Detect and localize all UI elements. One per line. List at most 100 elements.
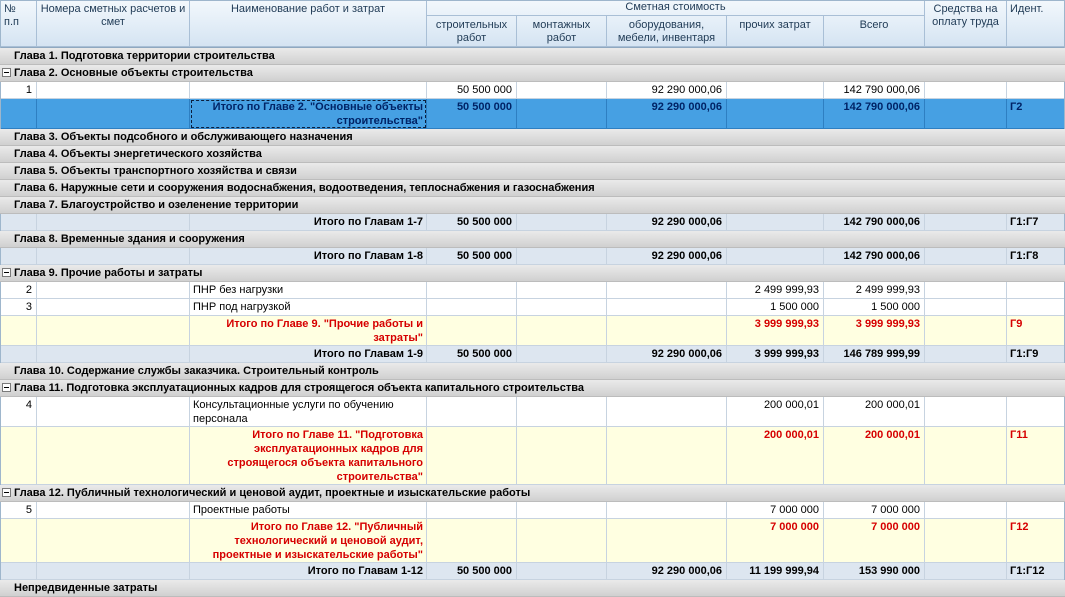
cell-labor[interactable] [925, 502, 1007, 519]
chapter-bar[interactable]: Глава 7. Благоустройство и озеленение те… [0, 197, 1065, 214]
cell-other[interactable]: 200 000,01 [727, 427, 824, 485]
chapter-row[interactable]: Глава 5. Объекты транспортного хозяйства… [0, 163, 1065, 180]
cell-construction[interactable] [427, 299, 517, 316]
chapter-row[interactable]: Глава 9. Прочие работы и затраты [0, 265, 1065, 282]
cell-installation[interactable] [517, 397, 607, 427]
cell-installation[interactable] [517, 282, 607, 299]
data-row[interactable]: 4 Консультационные услуги по обучению пер… [0, 397, 1065, 427]
cell-name[interactable]: Итого по Главам 1-8 [190, 248, 427, 265]
cell-ident[interactable]: Г1:Г7 [1007, 214, 1065, 231]
cell-total[interactable]: 142 790 000,06 [824, 248, 925, 265]
cell-other[interactable] [727, 99, 824, 129]
col-header-cost-group[interactable]: Сметная стоимость [427, 0, 925, 16]
cell-installation[interactable] [517, 519, 607, 563]
cell-total[interactable]: 142 790 000,06 [824, 99, 925, 129]
cell-construction[interactable]: 50 500 000 [427, 99, 517, 129]
chapter-row[interactable]: Глава 3. Объекты подсобного и обслуживаю… [0, 129, 1065, 146]
cell-ident[interactable] [1007, 299, 1065, 316]
cell-num[interactable] [0, 214, 37, 231]
chapter-row[interactable]: Непредвиденные затраты [0, 580, 1065, 597]
cell-total[interactable]: 146 789 999,99 [824, 346, 925, 363]
cell-ident[interactable] [1007, 82, 1065, 99]
cell-equipment[interactable] [607, 316, 727, 346]
cell-name[interactable]: Итого по Главам 1-9 [190, 346, 427, 363]
cell-equipment[interactable] [607, 299, 727, 316]
cell-name[interactable]: ПНР под нагрузкой [190, 299, 427, 316]
cell-construction[interactable]: 50 500 000 [427, 214, 517, 231]
cell-installation[interactable] [517, 563, 607, 580]
cell-estimate-numbers[interactable] [37, 82, 190, 99]
cell-name[interactable]: Проектные работы [190, 502, 427, 519]
total-row[interactable]: Итого по Главам 1-8 50 500 000 92 290 000,… [0, 248, 1065, 265]
selected-total-row[interactable]: Итого по Главе 2. "Основные объекты стро… [0, 99, 1065, 129]
cell-installation[interactable] [517, 427, 607, 485]
cell-estimate-numbers[interactable] [37, 519, 190, 563]
cell-ident[interactable] [1007, 502, 1065, 519]
chapter-row[interactable]: Глава 7. Благоустройство и озеленение те… [0, 197, 1065, 214]
cell-name[interactable]: Итого по Главе 12. "Публичный технологич… [190, 519, 427, 563]
cell-ident[interactable] [1007, 282, 1065, 299]
cell-estimate-numbers[interactable] [37, 299, 190, 316]
chapter-bar[interactable]: Глава 9. Прочие работы и затраты [0, 265, 1065, 282]
cell-construction[interactable]: 50 500 000 [427, 248, 517, 265]
cell-ident[interactable]: Г1:Г9 [1007, 346, 1065, 363]
cell-ident[interactable]: Г2 [1007, 99, 1065, 129]
chapter-row[interactable]: Глава 6. Наружные сети и сооружения водо… [0, 180, 1065, 197]
cell-labor[interactable] [925, 214, 1007, 231]
cell-estimate-numbers[interactable] [37, 214, 190, 231]
cell-total[interactable]: 1 500 000 [824, 299, 925, 316]
chapter-bar[interactable]: Глава 11. Подготовка эксплуатационных ка… [0, 380, 1065, 397]
data-row[interactable]: 3 ПНР под нагрузкой 1 500 000 1 500 000 [0, 299, 1065, 316]
chapter-bar[interactable]: Глава 1. Подготовка территории строитель… [0, 48, 1065, 65]
cell-labor[interactable] [925, 346, 1007, 363]
cell-total[interactable]: 7 000 000 [824, 519, 925, 563]
cell-installation[interactable] [517, 82, 607, 99]
cell-estimate-numbers[interactable] [37, 248, 190, 265]
cell-construction[interactable] [427, 519, 517, 563]
cell-equipment[interactable] [607, 519, 727, 563]
cell-labor[interactable] [925, 299, 1007, 316]
cell-name[interactable]: ПНР без нагрузки [190, 282, 427, 299]
chapter-row[interactable]: Глава 10. Содержание службы заказчика. С… [0, 363, 1065, 380]
col-header-installation[interactable]: монтажных работ [517, 16, 607, 47]
cell-name[interactable]: Итого по Главе 11. "Подготовка эксплуата… [190, 427, 427, 485]
cell-construction[interactable] [427, 282, 517, 299]
col-header-work-name[interactable]: Наименование работ и затрат [190, 0, 427, 47]
cell-num[interactable]: 5 [0, 502, 37, 519]
chapter-row[interactable]: Глава 12. Публичный технологический и це… [0, 485, 1065, 502]
col-header-other[interactable]: прочих затрат [727, 16, 824, 47]
chapter-bar[interactable]: Глава 8. Временные здания и сооружения [0, 231, 1065, 248]
cell-estimate-numbers[interactable] [37, 282, 190, 299]
cell-equipment[interactable] [607, 427, 727, 485]
cell-estimate-numbers[interactable] [37, 316, 190, 346]
cell-other[interactable]: 11 199 999,94 [727, 563, 824, 580]
cell-other[interactable]: 7 000 000 [727, 502, 824, 519]
cell-equipment[interactable]: 92 290 000,06 [607, 248, 727, 265]
cell-name[interactable]: Итого по Главе 9. "Прочие работы и затра… [190, 316, 427, 346]
cell-other[interactable]: 1 500 000 [727, 299, 824, 316]
collapse-minus-icon[interactable] [2, 268, 11, 277]
col-header-estimate-numbers[interactable]: Номера сметных расчетов и смет [37, 0, 190, 47]
chapter-bar[interactable]: Глава 4. Объекты энергетического хозяйст… [0, 146, 1065, 163]
collapse-minus-icon[interactable] [2, 68, 11, 77]
cell-installation[interactable] [517, 316, 607, 346]
cell-labor[interactable] [925, 519, 1007, 563]
cell-other[interactable]: 2 499 999,93 [727, 282, 824, 299]
cell-total[interactable]: 2 499 999,93 [824, 282, 925, 299]
cell-estimate-numbers[interactable] [37, 346, 190, 363]
cell-other[interactable] [727, 82, 824, 99]
cell-labor[interactable] [925, 282, 1007, 299]
cell-construction[interactable]: 50 500 000 [427, 346, 517, 363]
cell-num[interactable] [0, 346, 37, 363]
cell-installation[interactable] [517, 346, 607, 363]
cell-installation[interactable] [517, 299, 607, 316]
cell-ident[interactable]: Г9 [1007, 316, 1065, 346]
collapse-minus-icon[interactable] [2, 488, 11, 497]
chapter-bar[interactable]: Глава 3. Объекты подсобного и обслуживаю… [0, 129, 1065, 146]
cell-total[interactable]: 153 990 000 [824, 563, 925, 580]
col-header-num[interactable]: № п.п [0, 0, 37, 47]
cell-installation[interactable] [517, 99, 607, 129]
cell-construction[interactable]: 50 500 000 [427, 82, 517, 99]
chapter-row[interactable]: Глава 11. Подготовка эксплуатационных ка… [0, 380, 1065, 397]
cell-labor[interactable] [925, 397, 1007, 427]
